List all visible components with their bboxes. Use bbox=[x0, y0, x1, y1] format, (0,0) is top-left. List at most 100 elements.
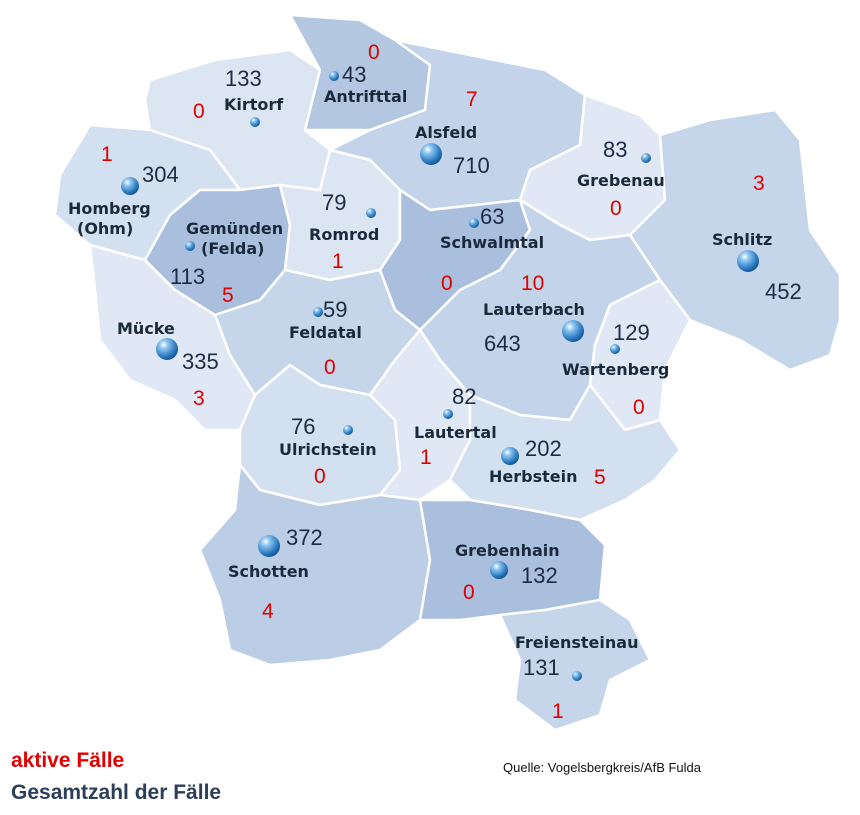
total-cases: 59 bbox=[323, 297, 347, 322]
total-cases: 132 bbox=[521, 563, 558, 588]
active-cases: 0 bbox=[314, 465, 326, 488]
town-marker bbox=[258, 535, 280, 557]
town-marker bbox=[313, 307, 323, 317]
town-marker bbox=[641, 153, 651, 163]
municipality-name-line2: (Ohm) bbox=[77, 219, 133, 238]
town-kirtorf[interactable]: Kirtorf 133 0 bbox=[193, 66, 284, 127]
town-freiensteinau[interactable]: Freiensteinau 131 1 bbox=[515, 633, 638, 723]
municipality-name: Gemünden bbox=[186, 219, 283, 238]
active-cases: 3 bbox=[193, 387, 205, 410]
town-marker bbox=[156, 338, 178, 360]
town-schlitz[interactable]: Schlitz 452 3 bbox=[712, 172, 802, 304]
town-marker bbox=[420, 143, 442, 165]
region-herbstein[interactable] bbox=[448, 383, 682, 522]
municipality-name: Lauterbach bbox=[483, 300, 585, 319]
total-cases: 131 bbox=[523, 655, 560, 680]
municipality-name: Ulrichstein bbox=[279, 440, 377, 459]
total-cases: 113 bbox=[170, 264, 205, 289]
municipality-name: Schotten bbox=[228, 562, 309, 581]
municipality-name-line2: (Felda) bbox=[201, 239, 265, 258]
active-cases: 0 bbox=[324, 356, 336, 379]
total-cases: 710 bbox=[453, 153, 490, 178]
total-cases: 129 bbox=[613, 320, 650, 345]
active-cases: 1 bbox=[420, 446, 432, 469]
town-marker bbox=[610, 344, 620, 354]
active-cases: 1 bbox=[101, 143, 113, 166]
town-homberg[interactable]: Homberg (Ohm) 304 1 bbox=[68, 143, 179, 238]
town-marker bbox=[469, 218, 479, 228]
municipality-name: Mücke bbox=[117, 319, 175, 338]
regions bbox=[53, 13, 842, 732]
total-cases: 643 bbox=[484, 331, 521, 356]
municipality-name: Feldatal bbox=[289, 323, 362, 342]
town-herbstein[interactable]: Herbstein 202 5 bbox=[489, 436, 606, 489]
total-cases: 304 bbox=[142, 162, 179, 187]
town-schwalmtal[interactable]: Schwalmtal 63 0 bbox=[440, 204, 544, 295]
town-marker bbox=[329, 71, 339, 81]
town-marker bbox=[185, 241, 195, 251]
municipality-name: Lautertal bbox=[414, 423, 497, 442]
town-alsfeld[interactable]: Alsfeld 710 7 bbox=[415, 88, 490, 178]
town-marker bbox=[490, 561, 508, 579]
region-freiensteinau[interactable] bbox=[498, 598, 652, 732]
source-credit: Quelle: Vogelsbergkreis/AfB Fulda bbox=[503, 760, 701, 775]
active-cases: 0 bbox=[368, 41, 380, 64]
town-muecke[interactable]: Mücke 335 3 bbox=[117, 319, 219, 410]
active-cases: 1 bbox=[552, 700, 564, 723]
municipality-name: Schwalmtal bbox=[440, 233, 544, 252]
total-cases: 76 bbox=[291, 414, 315, 439]
region-schotten[interactable] bbox=[198, 463, 432, 667]
total-cases: 82 bbox=[452, 384, 476, 409]
municipality-name: Herbstein bbox=[489, 467, 577, 486]
municipality-name: Schlitz bbox=[712, 230, 772, 249]
active-cases: 0 bbox=[441, 272, 453, 295]
town-marker bbox=[343, 425, 353, 435]
town-marker bbox=[121, 177, 139, 195]
active-cases: 5 bbox=[222, 284, 234, 307]
total-cases: 133 bbox=[225, 66, 262, 91]
municipality-name: Wartenberg bbox=[562, 360, 669, 379]
town-marker bbox=[501, 447, 519, 465]
town-ulrichstein[interactable]: Ulrichstein 76 0 bbox=[279, 414, 377, 488]
total-cases: 335 bbox=[182, 349, 219, 374]
town-marker bbox=[562, 320, 584, 342]
municipality-name: Grebenhain bbox=[455, 541, 560, 560]
active-cases: 10 bbox=[521, 272, 544, 295]
total-cases: 63 bbox=[480, 204, 504, 229]
total-cases: 83 bbox=[603, 137, 627, 162]
total-cases: 202 bbox=[525, 436, 562, 461]
municipality-name: Grebenau bbox=[577, 171, 665, 190]
active-cases: 4 bbox=[262, 600, 274, 623]
town-romrod[interactable]: Romrod 79 1 bbox=[309, 190, 379, 273]
town-antrifttal[interactable]: Antrifttal 43 0 bbox=[324, 41, 407, 106]
active-cases: 5 bbox=[594, 466, 606, 489]
active-cases: 0 bbox=[610, 197, 622, 220]
legend-total-cases: Gesamtzahl der Fälle bbox=[11, 781, 222, 804]
active-cases: 0 bbox=[193, 100, 205, 123]
town-marker bbox=[366, 208, 376, 218]
town-grebenhain[interactable]: Grebenhain 132 0 bbox=[455, 541, 560, 604]
town-gemuenden[interactable]: Gemünden (Felda) 113 5 bbox=[170, 219, 283, 307]
active-cases: 0 bbox=[633, 396, 645, 419]
active-cases: 1 bbox=[332, 250, 344, 273]
municipality-name: Romrod bbox=[309, 225, 379, 244]
town-schotten[interactable]: Schotten 372 4 bbox=[228, 525, 323, 623]
town-marker bbox=[737, 250, 759, 272]
active-cases: 0 bbox=[463, 581, 475, 604]
total-cases: 79 bbox=[322, 190, 346, 215]
total-cases: 43 bbox=[342, 62, 366, 87]
municipality-name: Kirtorf bbox=[224, 95, 284, 114]
town-feldatal[interactable]: Feldatal 59 0 bbox=[289, 297, 362, 379]
total-cases: 452 bbox=[765, 279, 802, 304]
municipality-name: Alsfeld bbox=[415, 123, 477, 142]
total-cases: 372 bbox=[286, 525, 323, 550]
municipality-name: Homberg bbox=[68, 199, 151, 218]
town-marker bbox=[443, 409, 453, 419]
town-wartenberg[interactable]: Wartenberg 129 0 bbox=[562, 320, 669, 419]
legend-active-cases: aktive Fälle bbox=[11, 749, 125, 772]
town-lauterbach[interactable]: Lauterbach 643 10 bbox=[483, 272, 585, 356]
town-grebenau[interactable]: Grebenau 83 0 bbox=[577, 137, 665, 220]
town-lautertal[interactable]: Lautertal 82 1 bbox=[414, 384, 497, 469]
town-marker bbox=[250, 117, 260, 127]
